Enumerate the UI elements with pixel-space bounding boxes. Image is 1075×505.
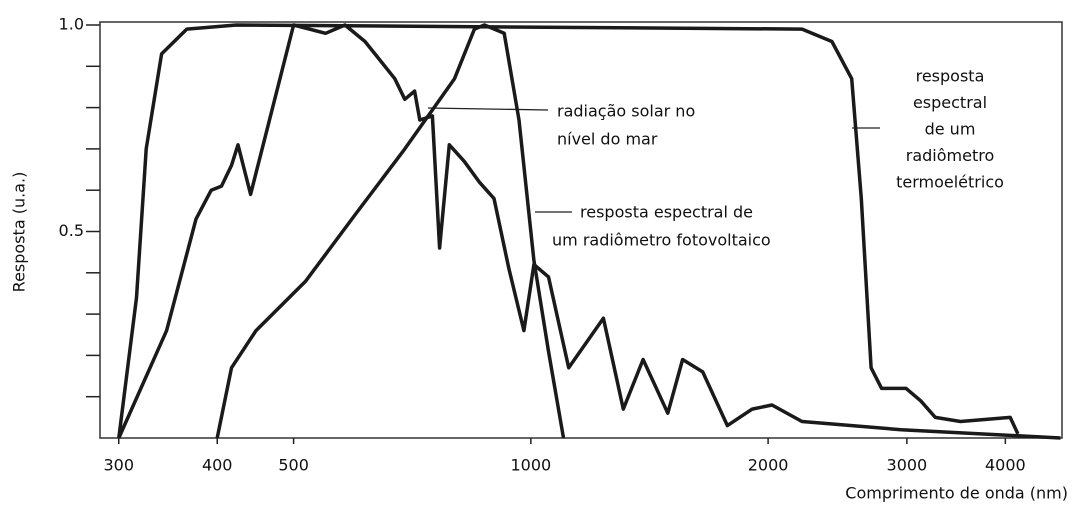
annotation: resposta [916, 67, 985, 86]
annotation: termoelétrico [896, 173, 1004, 192]
annotation: resposta espectral de [580, 203, 753, 222]
plot-frame [99, 21, 1063, 439]
annotation: de um [925, 120, 976, 139]
annotation: espectral [913, 93, 987, 112]
x-tick-label: 400 [202, 456, 233, 475]
annotation: um radiômetro fotovoltaico [552, 231, 771, 250]
y-tick-label: 0.5 [59, 221, 84, 240]
x-tick-label: 500 [278, 456, 309, 475]
y-axis-label: Resposta (u.a.) [10, 172, 29, 293]
x-tick-label: 300 [103, 456, 134, 475]
x-tick-label: 3000 [887, 456, 928, 475]
leader-line [427, 107, 549, 111]
curve [117, 23, 1061, 440]
y-tick-label: 1.0 [59, 15, 84, 34]
annotation: nível do mar [557, 130, 658, 149]
x-tick-label: 4000 [985, 456, 1026, 475]
curve [117, 23, 1020, 439]
x-axis-label: Comprimento de onda (nm) [845, 484, 1068, 503]
annotation: radiação solar no [557, 102, 695, 121]
curve [215, 23, 566, 439]
x-tick-label: 2000 [748, 456, 789, 475]
annotation: radiômetro [906, 146, 995, 165]
x-tick-label: 1000 [510, 456, 551, 475]
